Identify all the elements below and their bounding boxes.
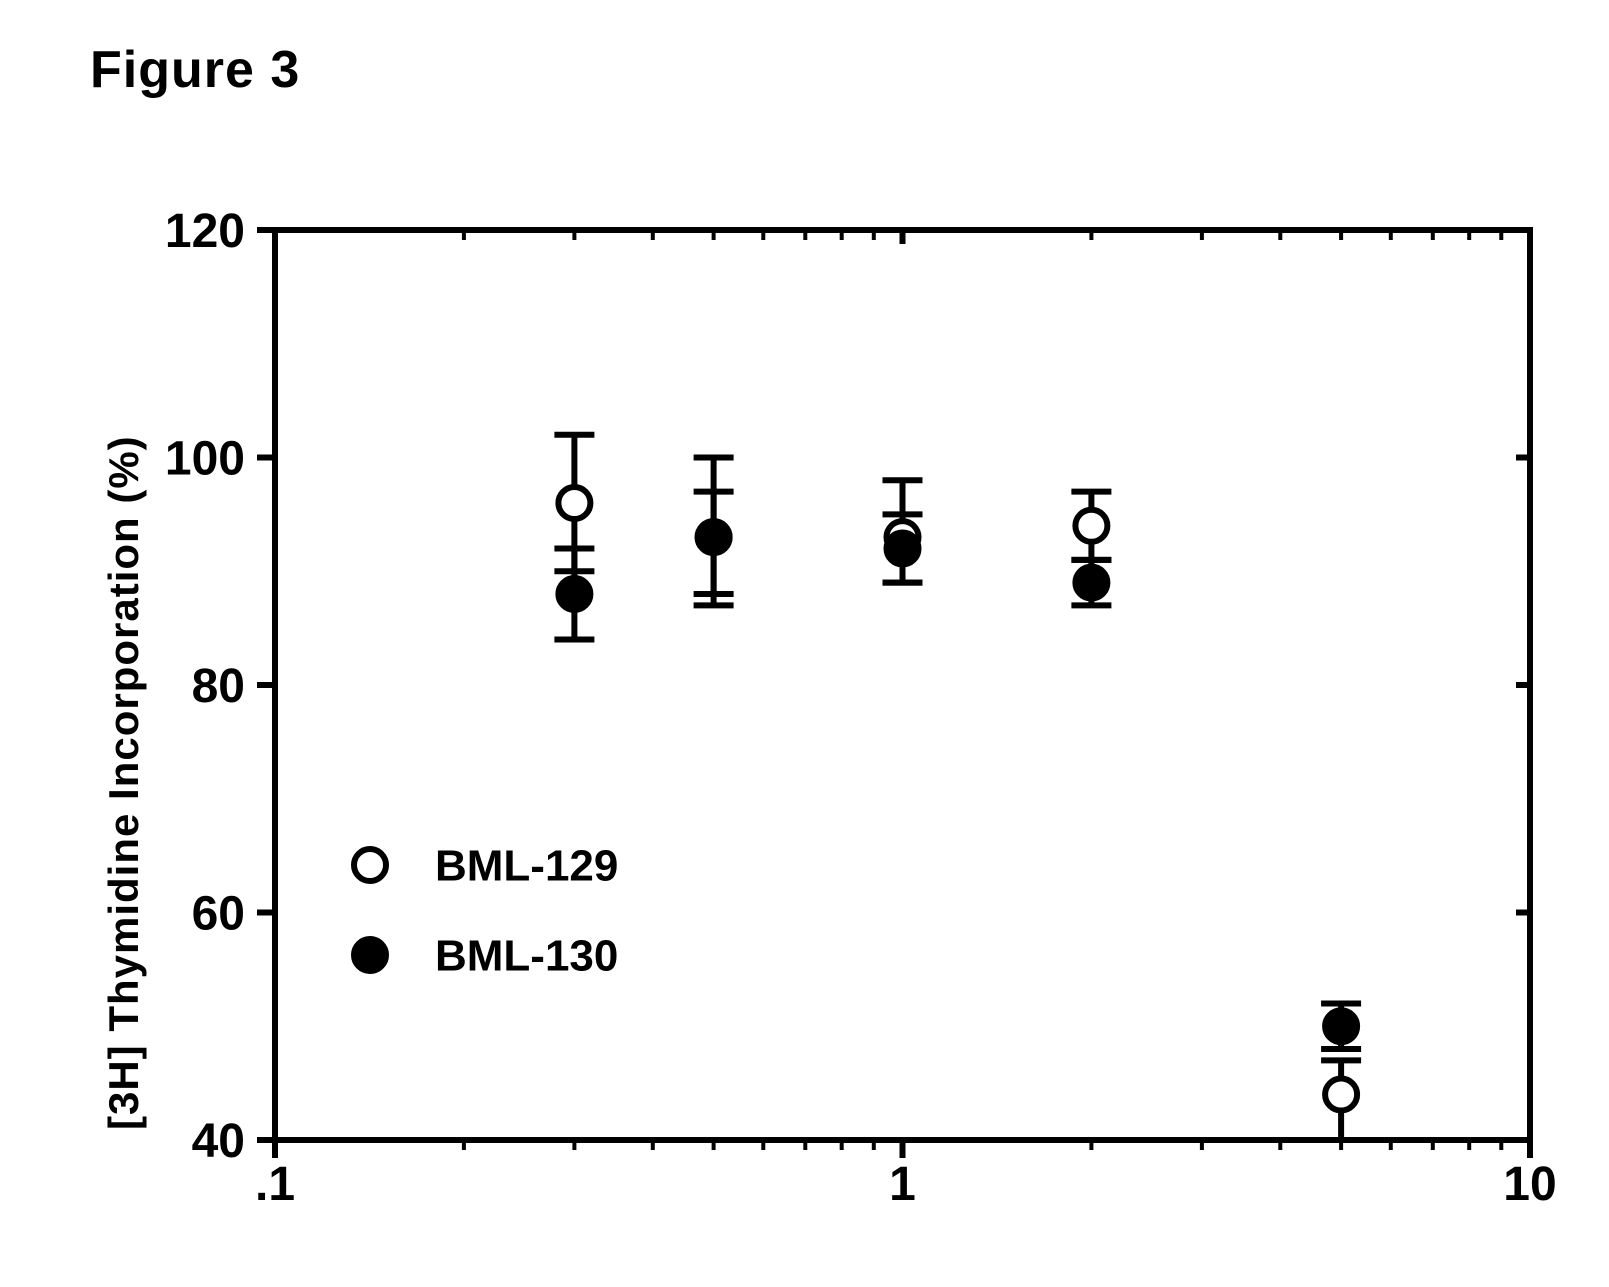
legend-label: BML-129 [435,841,618,890]
marker-open-circle [1325,1079,1357,1111]
x-tick-label: 10 [1503,1158,1556,1211]
marker-open-circle [1075,510,1107,542]
y-tick-label: 80 [192,660,245,713]
marker-closed-circle [887,533,919,565]
y-tick-label: 120 [165,205,245,258]
y-tick-label: 40 [192,1115,245,1168]
y-tick-label: 60 [192,887,245,940]
y-tick-label: 100 [165,432,245,485]
marker-closed-circle [1325,1010,1357,1042]
marker-closed-circle [1075,567,1107,599]
x-tick-label: 1 [889,1158,916,1211]
x-tick-label: .1 [255,1158,295,1211]
marker-closed-circle [698,521,730,553]
marker-closed-circle [354,939,386,971]
marker-open-circle [354,849,386,881]
legend-label: BML-130 [435,931,618,980]
marker-open-circle [558,487,590,519]
marker-closed-circle [558,578,590,610]
scatter-chart: 40 60 80 100 120 .1 1 10 BML-129 BML-130 [0,0,1609,1287]
